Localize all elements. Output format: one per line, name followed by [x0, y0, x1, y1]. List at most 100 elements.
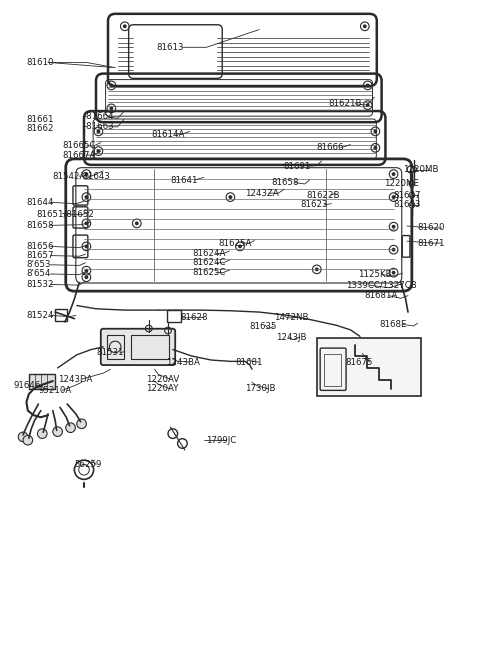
Circle shape — [53, 427, 62, 436]
Circle shape — [135, 221, 139, 225]
Circle shape — [84, 221, 88, 225]
Text: 81691: 81691 — [283, 162, 311, 171]
Text: 8168E: 8168E — [379, 320, 407, 329]
Text: 81625A: 81625A — [218, 238, 252, 248]
Circle shape — [315, 267, 319, 271]
Circle shape — [366, 103, 370, 107]
Circle shape — [109, 83, 113, 87]
Text: 81666: 81666 — [317, 143, 344, 152]
Text: 81620: 81620 — [418, 223, 445, 233]
Text: 81656: 81656 — [26, 242, 54, 251]
Circle shape — [238, 244, 242, 248]
Text: 81532: 81532 — [26, 280, 54, 289]
Text: 1243BA: 1243BA — [166, 357, 200, 367]
Text: 81610: 81610 — [26, 58, 54, 67]
Text: 81635: 81635 — [250, 322, 277, 331]
Circle shape — [228, 195, 232, 199]
Circle shape — [409, 181, 415, 187]
Circle shape — [411, 167, 417, 172]
Text: 1220ME: 1220ME — [384, 179, 419, 189]
Text: 81531: 81531 — [96, 348, 123, 357]
Circle shape — [373, 146, 377, 150]
Bar — [107, 335, 124, 359]
Circle shape — [66, 423, 75, 432]
Circle shape — [109, 106, 113, 110]
Text: 8'653: 8'653 — [26, 260, 51, 269]
Text: 81628: 81628 — [180, 313, 207, 322]
Circle shape — [84, 244, 88, 248]
Circle shape — [392, 172, 396, 176]
Text: 81661: 81661 — [26, 115, 54, 124]
Bar — [167, 310, 181, 322]
Text: 95210A: 95210A — [38, 386, 72, 395]
Circle shape — [363, 24, 367, 28]
Circle shape — [84, 195, 88, 199]
Text: 1220MB: 1220MB — [403, 165, 439, 174]
Circle shape — [84, 269, 88, 273]
Text: 81671: 81671 — [418, 238, 445, 248]
Text: 81667A: 81667A — [62, 150, 96, 160]
Circle shape — [392, 271, 396, 275]
Text: 81524: 81524 — [26, 311, 54, 320]
Text: 81622B: 81622B — [306, 191, 340, 200]
Text: 1243ZA: 1243ZA — [245, 189, 278, 198]
Text: 81658: 81658 — [271, 178, 299, 187]
Text: 81681A: 81681A — [365, 291, 398, 300]
Circle shape — [77, 419, 86, 428]
Circle shape — [392, 195, 396, 199]
Text: 81641: 81641 — [170, 175, 198, 185]
Circle shape — [409, 193, 415, 198]
Text: 1220AY: 1220AY — [146, 384, 179, 394]
Text: 1220AV: 1220AV — [146, 374, 180, 384]
Circle shape — [84, 275, 88, 279]
Bar — [55, 309, 67, 321]
Text: 81681: 81681 — [235, 357, 263, 367]
FancyBboxPatch shape — [101, 328, 175, 365]
Text: 1799JC: 1799JC — [206, 436, 237, 445]
Circle shape — [18, 432, 28, 442]
Text: 1339CC/1327CB: 1339CC/1327CB — [346, 281, 416, 290]
Text: 1472NB: 1472NB — [274, 313, 308, 322]
Text: -81664: -81664 — [84, 112, 115, 122]
Text: 56259: 56259 — [74, 460, 102, 469]
Text: 81675: 81675 — [346, 357, 373, 367]
Circle shape — [84, 172, 88, 176]
Circle shape — [37, 429, 47, 438]
Text: 81614A: 81614A — [151, 129, 185, 139]
Circle shape — [409, 180, 414, 185]
Circle shape — [392, 248, 396, 252]
Text: 81643: 81643 — [394, 200, 421, 210]
Circle shape — [96, 129, 100, 133]
Bar — [324, 354, 341, 386]
Text: 81658: 81658 — [26, 221, 54, 230]
Text: 91646: 91646 — [13, 381, 41, 390]
Text: 81647: 81647 — [394, 191, 421, 200]
Bar — [29, 374, 55, 389]
Text: 81542/81643: 81542/81643 — [53, 171, 111, 181]
Text: 81624A: 81624A — [192, 249, 226, 258]
Circle shape — [373, 129, 377, 133]
Text: 1243JB: 1243JB — [276, 332, 307, 342]
Text: 81624C: 81624C — [192, 258, 226, 267]
Circle shape — [96, 149, 100, 153]
Circle shape — [23, 436, 33, 445]
Text: -81663: -81663 — [84, 122, 115, 131]
Text: 8'654: 8'654 — [26, 269, 51, 279]
Text: 81625C: 81625C — [192, 268, 226, 277]
Text: 81651/81652: 81651/81652 — [36, 209, 94, 218]
Bar — [317, 338, 421, 396]
Bar — [131, 335, 169, 359]
Text: 81644: 81644 — [26, 198, 54, 207]
Text: 1125KB: 1125KB — [358, 270, 391, 279]
Text: 1243DA: 1243DA — [58, 374, 92, 384]
Circle shape — [123, 24, 127, 28]
Circle shape — [409, 202, 415, 208]
Text: 81621B: 81621B — [329, 99, 362, 108]
Circle shape — [366, 83, 370, 87]
Text: 81657: 81657 — [26, 251, 54, 260]
Text: 81665C: 81665C — [62, 141, 96, 150]
Circle shape — [392, 225, 396, 229]
Text: 81613: 81613 — [156, 43, 183, 52]
Text: 81623: 81623 — [300, 200, 327, 210]
Text: 1730JB: 1730JB — [245, 384, 276, 394]
